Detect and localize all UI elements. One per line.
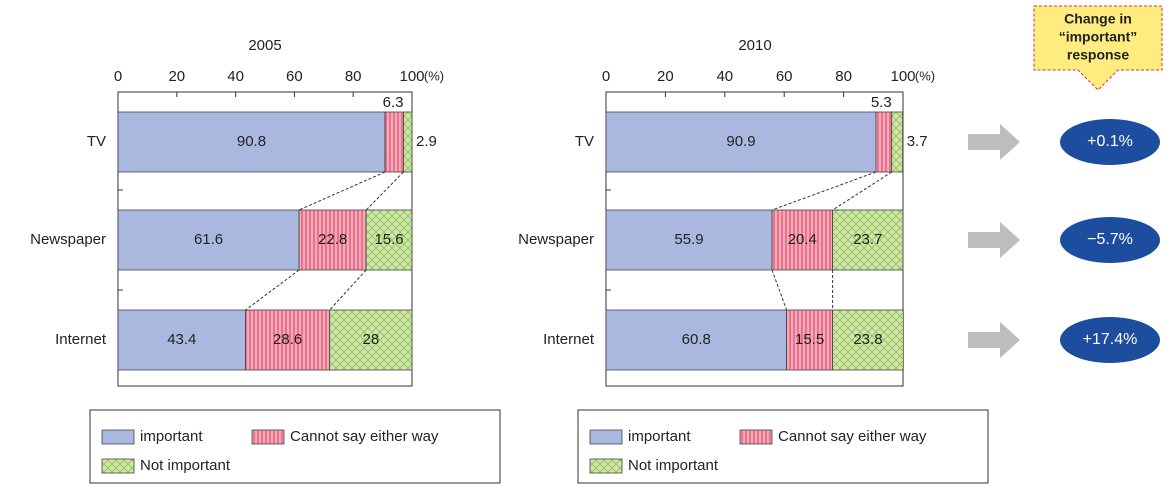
bar-segment — [117, 111, 386, 173]
data-label: 55.9 — [674, 231, 703, 248]
bar-segment — [365, 209, 413, 271]
legend-swatch — [739, 429, 773, 445]
y-tick-label: Internet — [55, 331, 107, 348]
data-label: 15.6 — [374, 231, 403, 248]
connector — [329, 269, 367, 311]
x-tick-label: 40 — [716, 68, 733, 85]
y-tick-label: TV — [87, 133, 106, 150]
x-tick-label: 100 — [399, 68, 424, 85]
legend-swatch — [251, 429, 285, 445]
x-tick-label: 60 — [776, 68, 793, 85]
bar-segment — [771, 209, 834, 271]
x-tick-label: 80 — [835, 68, 852, 85]
bar-segment — [832, 209, 904, 271]
bar-segment — [786, 309, 834, 371]
change-badge — [1060, 119, 1160, 165]
bar-segment — [384, 111, 404, 173]
data-label: 28.6 — [273, 331, 302, 348]
x-tick-label: 40 — [227, 68, 244, 85]
x-tick-label: 0 — [602, 68, 610, 85]
connector — [832, 171, 892, 211]
bar-segment — [298, 209, 367, 271]
x-axis-label: (%) — [424, 68, 444, 83]
data-label: 61.6 — [194, 231, 223, 248]
data-label: 22.8 — [318, 231, 347, 248]
callout-text: “important” — [1059, 29, 1138, 45]
connector — [245, 269, 300, 311]
change-badge — [1060, 217, 1160, 263]
bar-segment — [403, 111, 413, 173]
x-tick-label: 20 — [168, 68, 185, 85]
x-axis-label: (%) — [915, 68, 935, 83]
bar-segment — [605, 111, 877, 173]
legend-label: Cannot say either way — [778, 428, 927, 445]
data-label: 15.5 — [795, 331, 824, 348]
arrow — [968, 124, 1020, 160]
legend-label: important — [628, 428, 691, 445]
arrow — [968, 322, 1020, 358]
legend-swatch — [101, 429, 135, 445]
data-label: 43.4 — [167, 331, 196, 348]
bar-segment — [605, 309, 787, 371]
data-label: 3.7 — [907, 133, 928, 150]
callout-text: Change in — [1064, 11, 1132, 27]
y-tick-label: Newspaper — [518, 231, 594, 248]
callout-box — [1033, 5, 1163, 91]
legend-swatch — [589, 458, 623, 474]
connector — [365, 171, 404, 211]
data-label: 23.8 — [853, 331, 882, 348]
data-label: 60.8 — [682, 331, 711, 348]
legend-box — [577, 409, 989, 484]
legend-swatch — [101, 458, 135, 474]
callout: Change in “important” response — [1033, 5, 1163, 91]
legend-label: important — [140, 428, 203, 445]
data-label: 5.3 — [871, 94, 892, 111]
change-label: +17.4% — [1083, 331, 1138, 348]
data-label: 20.4 — [788, 231, 817, 248]
x-tick-label: 100 — [890, 68, 915, 85]
connector — [298, 171, 386, 211]
bar-segment — [117, 209, 300, 271]
x-tick-label: 60 — [286, 68, 303, 85]
arrow — [968, 222, 1020, 258]
legend-swatch — [589, 429, 623, 445]
bar-segment — [329, 309, 413, 371]
connector — [771, 171, 877, 211]
y-tick-label: Internet — [543, 331, 595, 348]
change-label: +0.1% — [1087, 133, 1133, 150]
x-tick-label: 80 — [345, 68, 362, 85]
connector — [771, 269, 788, 311]
data-label: 28 — [362, 331, 379, 348]
callout-text: response — [1067, 47, 1129, 63]
change-label: −5.7% — [1087, 231, 1133, 248]
change-badge — [1060, 317, 1160, 363]
bar-segment — [117, 309, 246, 371]
chart-title: 2005 — [248, 37, 281, 54]
data-label: 2.9 — [416, 133, 437, 150]
data-label: 90.9 — [726, 133, 755, 150]
x-tick-label: 0 — [114, 68, 122, 85]
y-tick-label: Newspaper — [30, 231, 106, 248]
x-tick-label: 20 — [657, 68, 674, 85]
bar-segment — [875, 111, 893, 173]
data-label: 90.8 — [237, 133, 266, 150]
legend-label: Not important — [628, 457, 719, 474]
legend-box — [89, 409, 501, 484]
chart-title: 2010 — [738, 37, 771, 54]
y-tick-label: TV — [575, 133, 594, 150]
data-label: 23.7 — [853, 231, 882, 248]
arrows — [968, 124, 1020, 358]
data-label: 6.3 — [383, 94, 404, 111]
legend-label: Cannot say either way — [290, 428, 439, 445]
legend-label: Not important — [140, 457, 231, 474]
bar-segment — [605, 209, 773, 271]
bar-segment — [832, 309, 904, 371]
bar-segment — [891, 111, 904, 173]
